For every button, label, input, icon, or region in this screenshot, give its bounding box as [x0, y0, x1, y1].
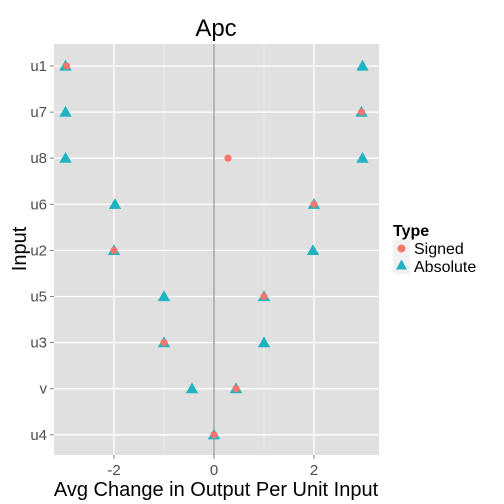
- absolute-point: [185, 382, 199, 394]
- y-tick-label: u5: [30, 289, 47, 306]
- x-axis-title: Avg Change in Output Per Unit Input: [54, 479, 379, 501]
- signed-point: [224, 154, 232, 162]
- absolute-point: [59, 152, 72, 163]
- y-tick-label: u4: [30, 427, 47, 444]
- legend-absolute-marker: [396, 259, 407, 270]
- legend-label-signed: Signed: [414, 241, 464, 258]
- y-tick-label: u1: [30, 58, 47, 75]
- x-tick-label: 2: [310, 462, 318, 479]
- chart-title: Apc: [195, 15, 236, 42]
- absolute-point: [257, 336, 271, 348]
- absolute-point: [157, 290, 171, 302]
- signed-point: [62, 62, 71, 70]
- y-axis: u1 u7 u8 u6 u2 u5 u3 v u4: [30, 58, 54, 444]
- absolute-point: [356, 152, 369, 163]
- signed-point: [160, 339, 168, 347]
- x-axis: -2 0 2: [107, 455, 318, 479]
- y-tick-label: v: [40, 381, 48, 398]
- plot-panel: [54, 44, 379, 455]
- absolute-point: [108, 198, 122, 209]
- absolute-point: [306, 244, 320, 255]
- legend: Type Signed Absolute: [393, 223, 476, 276]
- legend-label-absolute: Absolute: [414, 259, 476, 276]
- absolute-point: [356, 59, 369, 71]
- y-tick-label: u8: [30, 150, 47, 167]
- signed-point: [260, 292, 268, 301]
- signed-point: [357, 108, 366, 116]
- y-axis-title: Input: [9, 226, 31, 271]
- legend-title: Type: [393, 223, 429, 240]
- y-tick-label: u3: [30, 335, 47, 352]
- y-tick-label: u2: [30, 242, 47, 259]
- points-layer: [59, 59, 369, 440]
- signed-point: [310, 200, 318, 208]
- signed-point: [232, 385, 240, 393]
- signed-point: [110, 246, 118, 254]
- absolute-point: [59, 105, 72, 117]
- signed-point: [210, 431, 218, 439]
- legend-signed-marker: [397, 244, 406, 253]
- y-tick-label: u7: [30, 104, 47, 121]
- x-tick-label: 0: [210, 462, 218, 479]
- x-tick-label: -2: [107, 462, 120, 479]
- y-tick-label: u6: [30, 196, 47, 213]
